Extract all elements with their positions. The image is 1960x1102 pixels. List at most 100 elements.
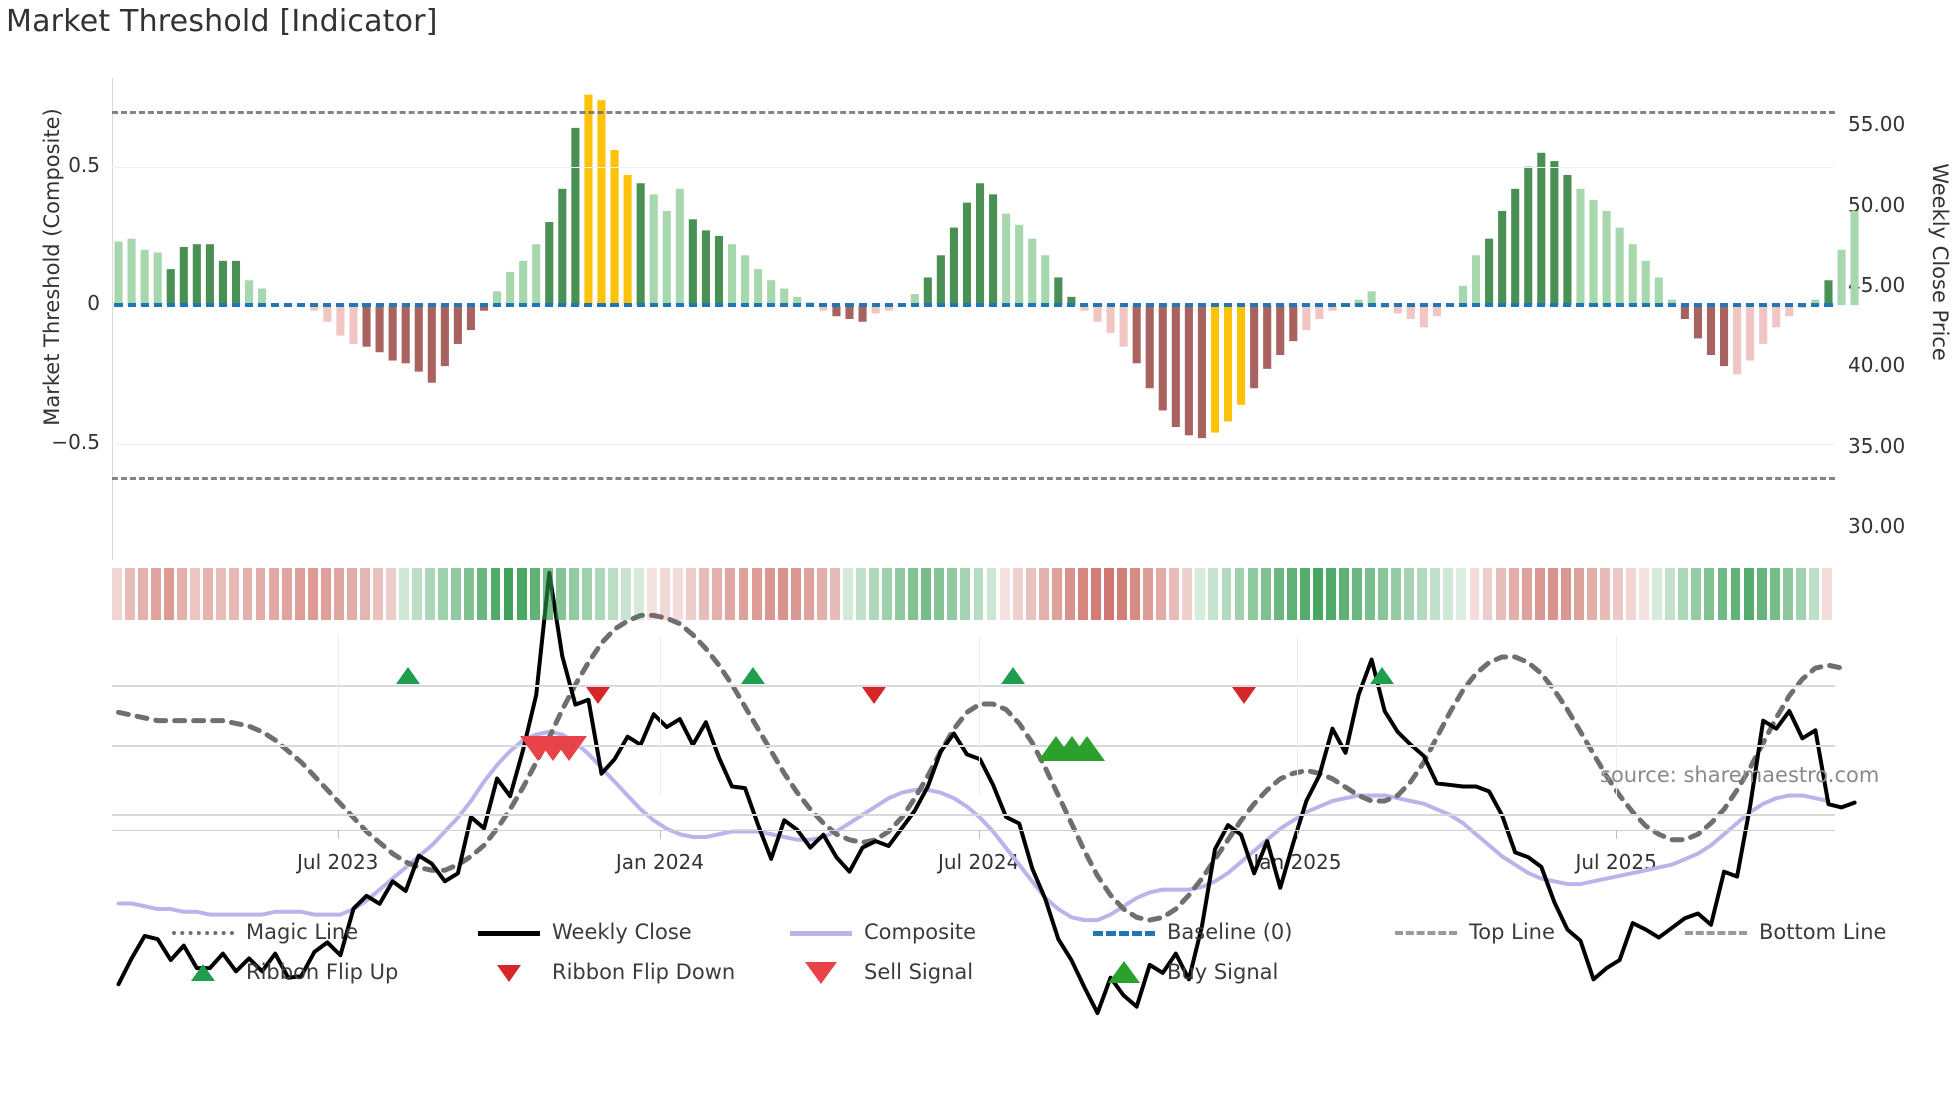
ribbon-cell	[790, 568, 801, 620]
histogram-bar	[1054, 277, 1063, 306]
baseline-segment	[466, 303, 475, 308]
baseline-segment	[819, 303, 828, 308]
legend-item-ribbon-flip-up[interactable]: Ribbon Flip Up	[172, 960, 398, 984]
histogram-bar	[1824, 280, 1833, 306]
baseline-segment	[884, 303, 893, 308]
legend-item-top-line[interactable]: Top Line	[1395, 920, 1555, 944]
histogram-bar	[1419, 305, 1428, 328]
legend-marker-swatch	[790, 962, 852, 984]
legend-item-magic-line[interactable]: Magic Line	[172, 920, 358, 944]
ribbon-cell	[1352, 568, 1362, 620]
baseline-segment	[388, 303, 397, 308]
baseline-segment	[336, 303, 345, 308]
legend-item-bottom-line[interactable]: Bottom Line	[1685, 920, 1886, 944]
histogram-bars	[114, 94, 1859, 439]
legend-item-baseline-0[interactable]: Baseline (0)	[1093, 920, 1292, 944]
baseline-segment	[192, 303, 201, 308]
histogram-bar	[962, 202, 972, 306]
ribbon-cell	[373, 568, 383, 620]
ribbon-cell	[281, 568, 292, 620]
baseline-segment	[140, 303, 149, 308]
histogram-bar	[349, 305, 358, 344]
histogram-bar	[401, 305, 410, 364]
legend-item-weekly-close[interactable]: Weekly Close	[478, 920, 692, 944]
histogram-bar	[1485, 238, 1494, 306]
histogram-bar	[179, 246, 188, 306]
y-tick-right-0: 55.00	[1848, 112, 1906, 137]
histogram-bar	[727, 244, 737, 306]
ribbon-cell	[621, 568, 631, 620]
legend-row-primary: Magic Line Weekly Close Composite Baseline …	[0, 920, 1960, 960]
histogram-bar	[597, 100, 606, 306]
ribbon-cell	[699, 568, 710, 620]
histogram-bar	[127, 238, 136, 306]
ribbon-cell	[777, 568, 788, 620]
ribbon-cell	[1130, 568, 1141, 620]
histogram-bar	[1276, 305, 1285, 356]
baseline-segment	[1054, 303, 1063, 308]
ribbon-cell	[934, 568, 945, 620]
marker-up	[740, 667, 765, 684]
ribbon-cell	[490, 568, 501, 620]
gridline-0	[112, 166, 1835, 168]
ribbon-cell	[594, 568, 605, 620]
ribbon-cell	[1325, 568, 1336, 620]
histogram-bar	[1602, 210, 1611, 306]
histogram-bar	[741, 255, 750, 306]
y-tick-right-3: 40.00	[1848, 353, 1906, 378]
x-tick-mark-2	[978, 830, 980, 839]
baseline-segment	[1106, 303, 1115, 308]
ribbon-cell	[581, 568, 592, 620]
histogram-bar	[636, 183, 645, 306]
histogram-bar	[675, 188, 684, 306]
baseline-segment	[649, 303, 658, 308]
legend-label: Top Line	[1469, 920, 1555, 944]
legend-line-swatch-box	[1093, 923, 1155, 941]
legend-item-ribbon-flip-down[interactable]: Ribbon Flip Down	[478, 960, 735, 984]
marker-down	[585, 687, 610, 704]
baseline-segment	[479, 303, 489, 308]
ribbon-cell	[1756, 568, 1767, 620]
histogram-bar	[1367, 291, 1376, 306]
marker-up	[396, 667, 421, 684]
ribbon-cell	[1626, 568, 1637, 620]
histogram-bar	[466, 305, 475, 331]
legend-label: Composite	[864, 920, 977, 944]
histogram-bar	[1837, 249, 1846, 306]
histogram-bar	[989, 194, 998, 306]
baseline-segment	[923, 303, 932, 308]
ribbon-cell	[360, 568, 370, 620]
marker-vline-4	[1616, 636, 1618, 796]
ribbon-cell	[568, 568, 579, 620]
marker-up-lg	[1069, 736, 1106, 761]
histogram-bar	[1550, 161, 1559, 306]
baseline-segment	[832, 303, 841, 308]
baseline-segment	[231, 303, 241, 308]
ribbon-cell	[1064, 568, 1075, 620]
legend-item-sell-signal[interactable]: Sell Signal	[790, 960, 973, 984]
histogram-bar	[506, 271, 515, 306]
baseline-segment	[858, 303, 867, 308]
ribbon-cell	[190, 568, 201, 620]
histogram-bar	[1772, 305, 1781, 328]
baseline-segment	[975, 303, 985, 308]
histogram-bar	[571, 127, 580, 306]
baseline-segment	[1706, 303, 1716, 308]
ribbon-cell	[1521, 568, 1532, 620]
baseline-segment	[218, 303, 227, 308]
baseline-segment	[271, 303, 280, 308]
histogram-bar	[140, 249, 149, 306]
legend-item-buy-signal[interactable]: Buy Signal	[1093, 960, 1278, 984]
legend-label: Sell Signal	[864, 960, 974, 984]
ribbon-cell	[307, 568, 318, 620]
ribbon-cell	[1795, 568, 1806, 620]
histogram-bar	[310, 305, 319, 311]
legend-item-composite[interactable]: Composite	[790, 920, 976, 944]
ribbon-cell	[1678, 568, 1689, 620]
ribbon-cell	[451, 568, 462, 620]
ribbon-cell	[829, 568, 840, 620]
baseline-segment	[362, 303, 371, 308]
ribbon-cell	[529, 568, 540, 620]
baseline-segment	[936, 303, 945, 308]
histogram-bar	[323, 305, 332, 322]
